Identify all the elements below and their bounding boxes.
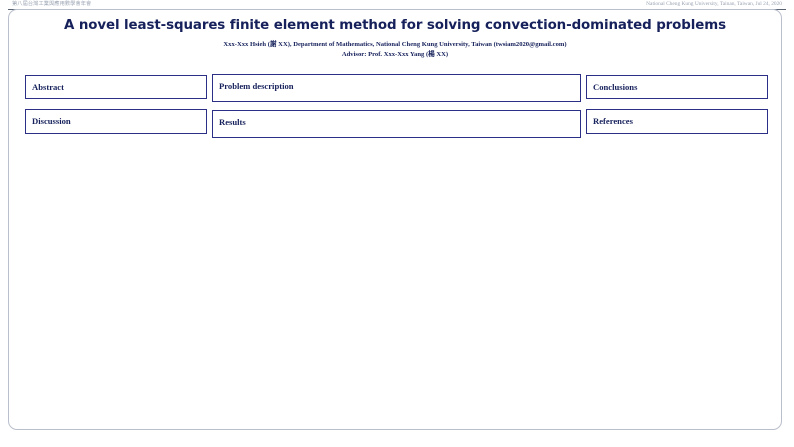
section-title-problem-description: Problem description: [219, 81, 294, 91]
section-box-results[interactable]: Results: [212, 110, 581, 138]
conference-name-label: 第八屆台灣工業與應用數學會年會: [12, 1, 92, 7]
poster-frame: [8, 9, 782, 430]
advisor-label: Advisor: Prof. Xxx-Xxx Yang (楊 XX): [341, 50, 449, 58]
section-title-conclusions: Conclusions: [593, 82, 638, 92]
poster-author-block: Xxx-Xxx Hsieh (謝 XX), Department of Math…: [8, 40, 782, 59]
section-title-references: References: [593, 116, 633, 126]
section-title-discussion: Discussion: [32, 116, 71, 126]
section-box-discussion[interactable]: Discussion: [25, 109, 207, 134]
section-title-abstract: Abstract: [32, 82, 64, 92]
page-title: A novel least-squares finite element met…: [64, 18, 726, 33]
poster-title-block: A novel least-squares finite element met…: [8, 17, 782, 34]
section-box-references[interactable]: References: [586, 109, 768, 134]
section-box-conclusions[interactable]: Conclusions: [586, 75, 768, 99]
section-box-problem-description[interactable]: Problem description: [212, 74, 581, 102]
section-title-results: Results: [219, 117, 246, 127]
conference-venue-date-label: National Cheng Kung University, Tainan, …: [646, 1, 782, 7]
section-box-abstract[interactable]: Abstract: [25, 75, 207, 99]
author-affiliation-label: Xxx-Xxx Hsieh (謝 XX), Department of Math…: [223, 41, 567, 48]
